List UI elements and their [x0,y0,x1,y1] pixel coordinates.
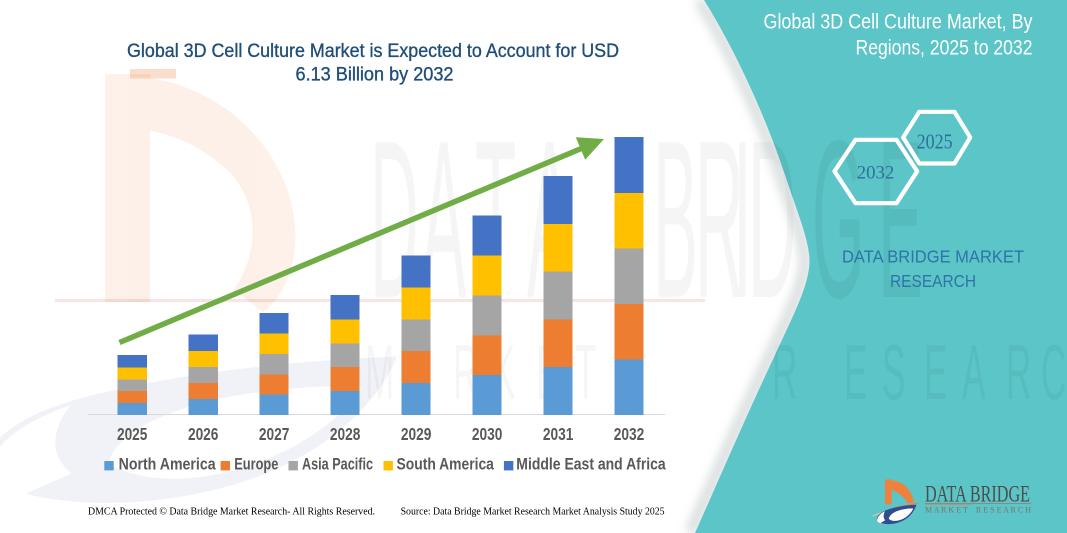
svg-text:2032: 2032 [857,163,895,183]
svg-text:North America: North America [119,456,217,474]
svg-text:2026: 2026 [188,424,219,444]
svg-text:Regions, 2025 to 2032: Regions, 2025 to 2032 [856,37,1033,60]
svg-text:2030: 2030 [472,424,503,444]
svg-text:2029: 2029 [401,424,432,444]
svg-text:Middle East and Africa: Middle East and Africa [516,456,666,474]
svg-text:Europe: Europe [234,456,278,474]
svg-text:2028: 2028 [330,424,361,444]
svg-text:M A R K E T R E S E A R C H: M A R K E T R E S E A R C H [925,506,1031,515]
svg-text:South America: South America [397,456,495,474]
svg-text:Global 3D Cell Culture Market,: Global 3D Cell Culture Market, By [764,11,1033,34]
svg-text:2031: 2031 [543,424,574,444]
svg-text:2027: 2027 [259,424,290,444]
svg-text:DATA BRIDGE MARKET: DATA BRIDGE MARKET [842,247,1024,267]
svg-text:2025: 2025 [917,129,953,153]
svg-text:Asia Pacific: Asia Pacific [302,456,373,474]
svg-text:2025: 2025 [117,424,148,444]
svg-text:RESEARCH: RESEARCH [890,271,976,291]
svg-text:2032: 2032 [614,424,645,444]
svg-text:DMCA Protected © Data Bridge M: DMCA Protected © Data Bridge Market Rese… [88,506,375,518]
svg-text:Global 3D Cell Culture Market: Global 3D Cell Culture Market is Expecte… [127,40,619,62]
svg-text:Source: Data Bridge Market Res: Source: Data Bridge Market Research Mark… [401,506,665,518]
svg-text:6.13 Billion by 2032: 6.13 Billion by 2032 [296,64,454,86]
